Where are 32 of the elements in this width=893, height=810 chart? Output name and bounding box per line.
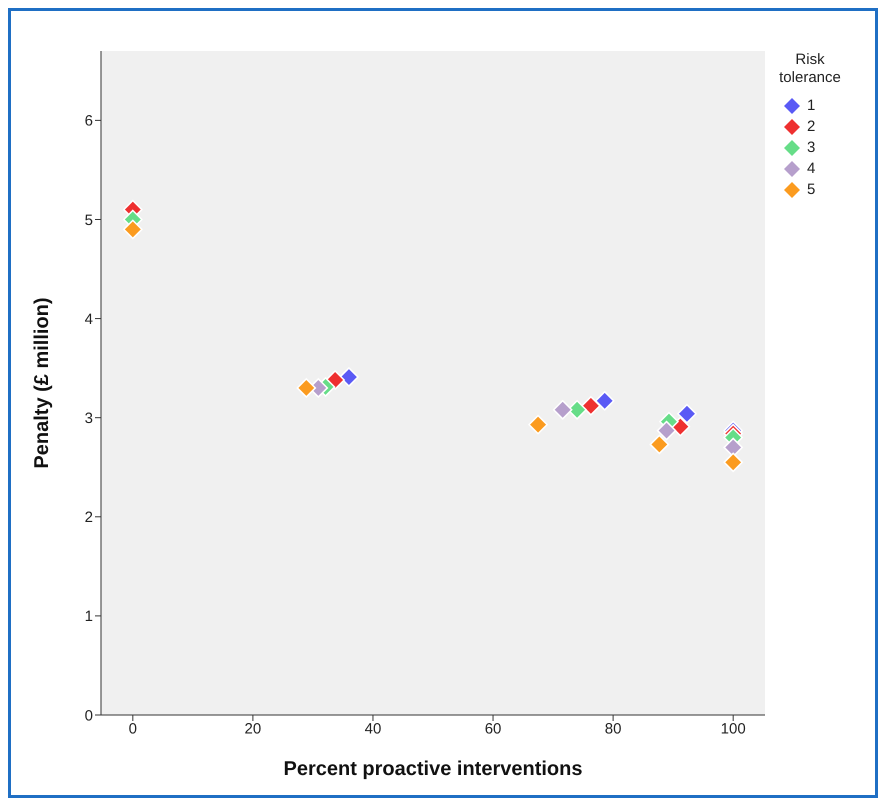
point <box>552 400 572 420</box>
point <box>528 414 548 434</box>
legend-title: Risk tolerance <box>778 51 842 87</box>
point <box>723 452 743 472</box>
x-tick-label: 100 <box>720 720 746 738</box>
y-tick-label: 6 <box>84 112 93 130</box>
point <box>594 391 614 411</box>
point <box>650 434 670 454</box>
x-tick-label: 80 <box>604 720 622 738</box>
legend-label: 2 <box>807 118 816 135</box>
y-tick-label: 0 <box>84 707 93 724</box>
legend-label: 1 <box>807 97 816 114</box>
x-tick-label: 60 <box>484 720 502 738</box>
y-axis-title: Penalty (£ million) <box>31 297 54 469</box>
point <box>296 378 316 398</box>
x-axis-title: Percent proactive interventions <box>284 758 582 780</box>
x-tick-label: 40 <box>364 720 382 738</box>
point <box>677 404 697 424</box>
y-tick-label: 4 <box>84 310 93 328</box>
x-tick-label: 20 <box>244 720 262 738</box>
point <box>581 396 601 416</box>
x-tick-label: 0 <box>128 720 137 738</box>
point <box>656 420 676 440</box>
point <box>123 220 143 240</box>
legend-label: 3 <box>807 139 816 156</box>
legend-label: 4 <box>807 160 816 177</box>
y-tick-label: 5 <box>84 212 93 229</box>
y-tick-label: 3 <box>84 410 93 428</box>
point <box>339 367 359 387</box>
y-tick-label: 1 <box>84 608 93 626</box>
y-tick-label: 2 <box>84 509 93 526</box>
legend-label: 5 <box>807 181 816 198</box>
